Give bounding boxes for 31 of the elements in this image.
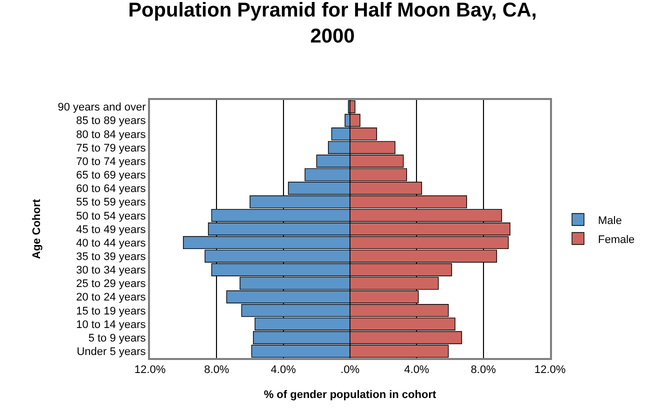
x-tick-label: .0% xyxy=(340,364,360,376)
y-tick-label: 35 to 39 years xyxy=(76,251,146,264)
y-tick-label: 45 to 49 years xyxy=(76,224,146,236)
chart-title: Population Pyramid for Half Moon Bay, CA, 2000 xyxy=(128,0,537,48)
x-tick-label: 12.0% xyxy=(134,364,166,376)
y-tick-label: 10 to 14 years xyxy=(76,318,146,331)
y-tick-label: 5 to 9 years xyxy=(88,332,146,344)
x-tick-label: 12.0% xyxy=(534,364,566,376)
y-tick-label: 50 to 54 years xyxy=(76,210,146,222)
y-tick-label: 55 to 59 years xyxy=(76,196,146,209)
y-tick-label: 85 to 89 years xyxy=(76,115,146,128)
y-tick-label: 40 to 44 years xyxy=(76,237,146,250)
x-tick-label: 4.0% xyxy=(404,364,430,376)
y-tick-label: 65 to 69 years xyxy=(76,170,146,182)
y-tick-label: 75 to 79 years xyxy=(76,142,146,154)
x-tick-label: 8.0% xyxy=(470,364,496,376)
x-axis-title: % of gender population in cohort xyxy=(264,388,436,401)
legend-label: Male xyxy=(598,214,622,227)
y-tick-label: 70 to 74 years xyxy=(76,156,146,168)
x-tick-label: 4.0% xyxy=(270,364,296,376)
y-tick-label: Under 5 years xyxy=(76,346,146,358)
y-tick-label: 15 to 19 years xyxy=(76,305,146,318)
y-tick-label: 60 to 64 years xyxy=(76,183,146,196)
y-tick-label: 90 years and over xyxy=(58,102,146,114)
y-tick-label: 80 to 84 years xyxy=(76,128,146,141)
legend-label: Female xyxy=(598,234,635,246)
x-tick-label: 8.0% xyxy=(204,364,230,376)
y-axis-title: Age Cohort xyxy=(30,198,43,259)
y-tick-label: 30 to 34 years xyxy=(76,264,146,277)
y-tick-label: 25 to 29 years xyxy=(76,278,146,290)
y-tick-label: 20 to 24 years xyxy=(76,292,146,304)
